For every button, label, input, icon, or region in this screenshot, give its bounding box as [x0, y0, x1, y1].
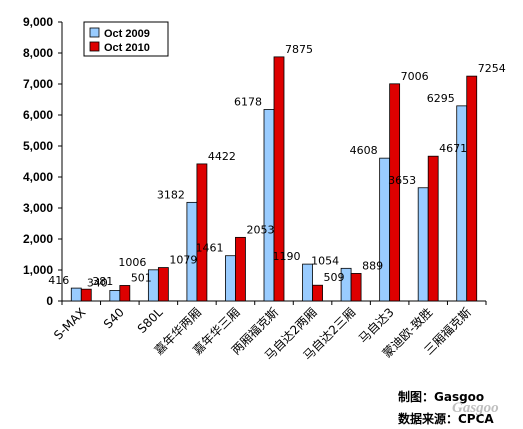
data-label-2009-7: 1054: [311, 254, 339, 267]
y-tick-label: 9,000: [23, 15, 53, 29]
bar-2009-0: [70, 287, 82, 302]
data-label-2010-8: 7006: [401, 70, 429, 83]
data-label-2009-4: 1461: [195, 242, 223, 255]
data-label-2009-1: 340: [87, 276, 108, 289]
data-label-2010-2: 1079: [169, 254, 197, 267]
bar-2010-7: [350, 273, 362, 302]
data-label-2009-10: 6295: [427, 92, 455, 105]
legend-swatch-2009: [89, 27, 100, 38]
y-tick-label: 5,000: [23, 139, 53, 153]
bar-2010-3: [196, 163, 208, 302]
data-label-2010-0: 381: [92, 275, 113, 288]
legend-swatch-2010: [89, 41, 100, 52]
bar-2009-1: [109, 290, 121, 302]
y-tick-label: 2,000: [23, 232, 53, 246]
category-label: S40: [101, 305, 127, 331]
data-label-2010-1: 501: [131, 271, 152, 284]
y-tick-label: 4,000: [23, 170, 53, 184]
legend-label-2009: Oct 2009: [104, 28, 150, 40]
data-label-2010-10: 7254: [478, 62, 506, 75]
y-tick-label: 0: [46, 294, 53, 308]
category-labels: S-MAX S40 S80L嘉年华两厢嘉年华三厢两厢福克斯马自达2两厢马自达2三厢马…: [51, 305, 474, 363]
data-label-2009-2: 1006: [118, 256, 146, 269]
bar-2010-5: [273, 56, 285, 302]
category-label: S-MAX: [51, 305, 88, 342]
y-tick-label: 1,000: [23, 263, 53, 277]
y-tick-label: 7,000: [23, 77, 53, 91]
credit-source: 数据来源：CPCA: [398, 411, 494, 426]
bar-2010-8: [389, 83, 401, 302]
watermark: Gasgoo: [452, 400, 499, 416]
data-label-2009-6: 1190: [273, 250, 301, 263]
data-label-2009-3: 3182: [157, 188, 185, 201]
category-label: S80L: [135, 305, 166, 336]
bar-2009-4: [225, 255, 236, 302]
bar-2010-6: [312, 284, 323, 302]
data-label-2010-3: 4422: [208, 150, 236, 163]
data-label-2009-9: 3653: [388, 174, 416, 187]
data-label-2010-5: 7875: [285, 43, 313, 56]
y-tick-label: 6,000: [23, 108, 53, 122]
data-label-2009-8: 4608: [350, 144, 378, 157]
bar-2009-10: [456, 105, 468, 302]
axes: 0 1,000 2,000 3,000 4,000 5,000 6,000 7,000 8,00…: [23, 15, 487, 308]
bar-2009-6: [302, 263, 313, 302]
credit-maker: 制图：Gasgoo: [398, 389, 484, 404]
bar-2010-9: [427, 155, 439, 302]
legend: Oct 2009 Oct 2010: [83, 21, 169, 57]
bars: [70, 56, 478, 302]
data-label-2010-4: 2053: [246, 223, 274, 236]
data-label-2009-0: 416: [48, 274, 69, 287]
y-tick-label: 3,000: [23, 201, 53, 215]
data-label-2009-5: 6178: [234, 95, 262, 108]
y-tick-label: 8,000: [23, 46, 53, 60]
bar-2009-9: [417, 187, 429, 302]
bar-2009-5: [263, 109, 275, 302]
data-label-2010-7: 889: [362, 259, 383, 272]
data-label-2010-6: 509: [324, 271, 345, 284]
data-label-2010-9: 4671: [439, 142, 467, 155]
bar-2010-0: [80, 288, 92, 302]
bar-2010-2: [157, 267, 169, 302]
bar-2010-1: [119, 285, 131, 302]
legend-label-2010: Oct 2010: [104, 42, 150, 54]
bar-2010-10: [466, 75, 478, 302]
bar-2010-4: [235, 236, 246, 302]
